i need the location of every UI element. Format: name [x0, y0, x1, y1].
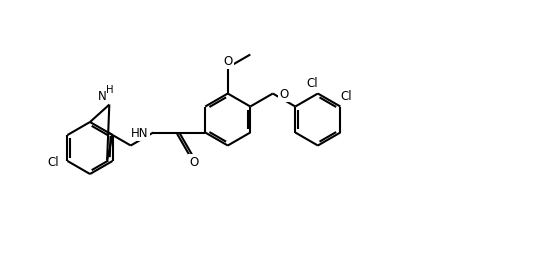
Text: HN: HN	[131, 127, 148, 140]
Text: N: N	[98, 90, 107, 103]
Text: O: O	[279, 88, 289, 101]
Text: H: H	[106, 85, 113, 95]
Text: O: O	[190, 156, 199, 169]
Text: O: O	[223, 55, 233, 68]
Text: Cl: Cl	[306, 77, 318, 90]
Text: Cl: Cl	[48, 156, 59, 169]
Text: Cl: Cl	[340, 90, 352, 103]
